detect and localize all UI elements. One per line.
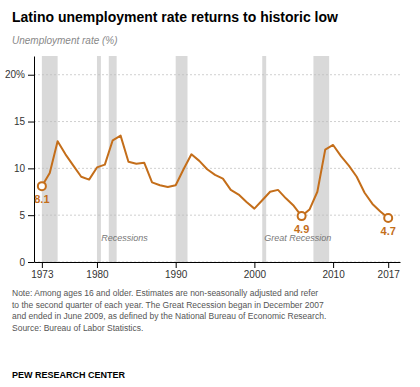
grid-line xyxy=(34,121,400,122)
grid-line xyxy=(34,262,400,263)
tick-mark xyxy=(333,262,334,268)
tick-label: 1980 xyxy=(86,269,109,280)
tick: 2000 xyxy=(244,262,267,280)
grid-line xyxy=(34,215,400,216)
highlight-point xyxy=(298,212,306,220)
grid-line xyxy=(34,168,400,169)
grid-line xyxy=(34,74,400,75)
highlight-point xyxy=(384,214,392,222)
annotation-label: 4.7 xyxy=(381,225,396,237)
tick-mark xyxy=(42,262,43,268)
tick: 2017 xyxy=(378,262,401,280)
tick: 5 xyxy=(19,210,34,221)
tick-label: 1990 xyxy=(165,269,188,280)
note: Note: Among ages 16 and older. Estimates… xyxy=(12,288,326,333)
tick: 0 xyxy=(19,257,34,268)
note-line: to the second quarter of each year. The … xyxy=(12,300,324,310)
note-line: and ended in June 2009, as defined by th… xyxy=(12,311,326,321)
tick-mark xyxy=(28,75,34,76)
tick-label: 1973 xyxy=(31,269,54,280)
tick: 20% xyxy=(5,69,34,80)
recession-band xyxy=(313,56,329,262)
tick: 10 xyxy=(14,163,34,174)
tick: 15 xyxy=(14,116,34,127)
tick-label: 10 xyxy=(14,163,26,174)
source: PEW RESEARCH CENTER xyxy=(12,370,126,380)
band-label: Great Recession xyxy=(264,233,331,243)
tick-label: 15 xyxy=(14,116,26,127)
tick-label: 5 xyxy=(19,210,25,221)
recession-band xyxy=(42,56,58,262)
x-axis: 1973 1980 1990 2000 2010 2017 xyxy=(31,262,400,280)
tick: 1980 xyxy=(86,262,109,280)
tick-label: 2000 xyxy=(244,269,267,280)
axis-line xyxy=(34,57,35,263)
chart-container: Latino unemployment rate returns to hist… xyxy=(0,0,420,387)
note-line: Note: Among ages 16 and older. Estimates… xyxy=(12,288,318,298)
highlight-point xyxy=(38,182,46,190)
y-axis: 0 5 10 15 20% xyxy=(5,57,35,268)
recession-band xyxy=(97,56,101,262)
tick-mark xyxy=(97,262,98,268)
tick-label: 20% xyxy=(5,69,25,80)
note-line: Source: Bureau of Labor Statistics. xyxy=(12,323,143,333)
tick-mark xyxy=(28,215,34,216)
title: Latino unemployment rate returns to hist… xyxy=(12,9,338,25)
tick-mark xyxy=(176,262,177,268)
tick: 1973 xyxy=(31,262,54,280)
tick-label: 2017 xyxy=(378,269,401,280)
data-line xyxy=(42,136,388,218)
y-axis-title: Unemployment rate (%) xyxy=(12,35,118,46)
axis-line xyxy=(35,262,401,263)
annotation-label: 8.1 xyxy=(34,193,49,205)
tick-mark xyxy=(28,168,34,169)
tick-mark xyxy=(28,122,34,123)
recession-band xyxy=(262,56,266,262)
chart: Latino unemployment rate returns to hist… xyxy=(0,0,420,387)
tick: 1990 xyxy=(165,262,188,280)
plot-area xyxy=(34,56,400,262)
tick-mark xyxy=(254,262,255,268)
recession-band xyxy=(109,56,117,262)
tick-mark xyxy=(28,262,34,263)
tick-label: 2010 xyxy=(322,269,345,280)
recession-band xyxy=(176,56,188,262)
tick-mark xyxy=(388,262,389,268)
tick: 2010 xyxy=(322,262,345,280)
band-label: Recessions xyxy=(101,233,148,243)
tick-label: 0 xyxy=(19,257,25,268)
